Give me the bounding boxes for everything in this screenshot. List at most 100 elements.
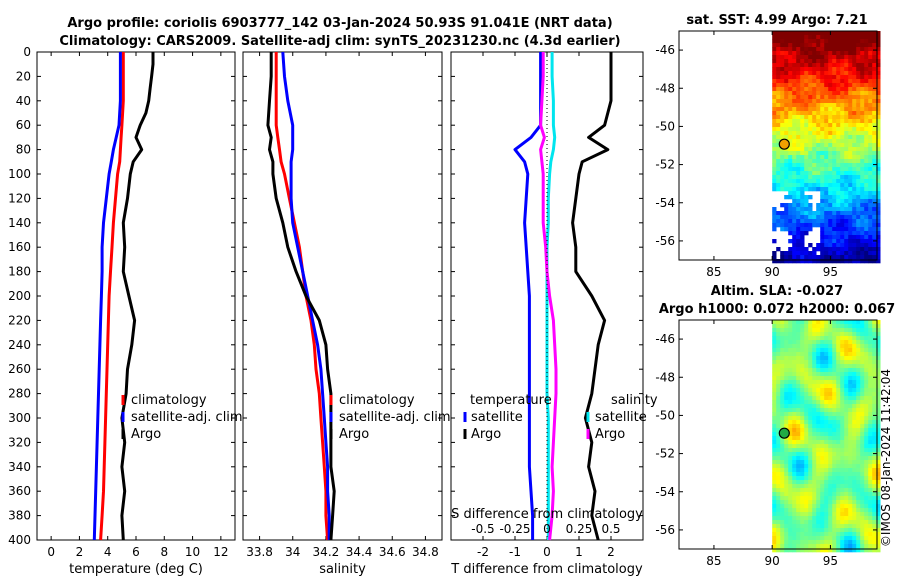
sla_map-cell xyxy=(864,356,869,361)
sst_map-cell xyxy=(876,59,881,64)
sla_map-cell xyxy=(784,512,789,517)
sst_map-cell xyxy=(828,171,833,176)
sla_map-cell xyxy=(796,420,801,425)
sst_map-cell xyxy=(812,139,817,144)
sla_map-cell xyxy=(824,396,829,401)
sla_map-cell xyxy=(868,388,873,393)
sla_map-cell xyxy=(848,400,853,405)
sst_map-cell xyxy=(848,99,853,104)
salinity-series-argo xyxy=(266,52,336,541)
sst_map-cell xyxy=(852,103,857,108)
sst_map-cell xyxy=(800,171,805,176)
sst_map-cell xyxy=(856,195,861,200)
sla_map-cell xyxy=(832,336,837,341)
sla_map-cell xyxy=(808,428,813,433)
sla_map-cell xyxy=(856,488,861,493)
sst_map-cell xyxy=(808,243,813,248)
sla_map-cell xyxy=(800,340,805,345)
sst_map-cell xyxy=(816,67,821,72)
sst_map-cell xyxy=(788,203,793,208)
sla_map-cell xyxy=(788,492,793,497)
sst_map-cell xyxy=(820,239,825,244)
sla_map-cell xyxy=(832,504,837,509)
sla_map-cell xyxy=(836,412,841,417)
sla_map-cell xyxy=(872,344,877,349)
sst_map-cell xyxy=(844,123,849,128)
sst_map-cell xyxy=(800,43,805,48)
sst_map-cell xyxy=(820,171,825,176)
sst_map-cell xyxy=(872,211,877,216)
sla_map-cell xyxy=(812,320,817,325)
sst_map-cell xyxy=(808,219,813,224)
sst_map-cell xyxy=(772,47,777,52)
sla_map-cell xyxy=(836,520,841,525)
sst_map-cell xyxy=(780,203,785,208)
sst_map-cell xyxy=(804,95,809,100)
sst_map-cell xyxy=(864,143,869,148)
sla_map-cell xyxy=(792,476,797,481)
sla_map-cell xyxy=(792,520,797,525)
sla_map-cell xyxy=(824,532,829,537)
sla_map-cell xyxy=(868,332,873,337)
sst_map-cell xyxy=(864,255,869,260)
sla_map-cell xyxy=(844,376,849,381)
sst_map-cell xyxy=(808,159,813,164)
sla_map-cell xyxy=(800,420,805,425)
temperature-ytick-label: 60 xyxy=(16,118,31,132)
sst_map-cell xyxy=(840,163,845,168)
sla_map-cell xyxy=(772,364,777,369)
sla_map-cell xyxy=(804,328,809,333)
sla_map-cell xyxy=(840,520,845,525)
sst_map-cell xyxy=(856,39,861,44)
sla_map-cell xyxy=(816,436,821,441)
sst_map-cell xyxy=(824,159,829,164)
sst_map-cell xyxy=(860,207,865,212)
sla_map-cell xyxy=(784,488,789,493)
sst_map-cell xyxy=(808,163,813,168)
sst_map-cell xyxy=(776,259,781,264)
sla_map-cell xyxy=(876,544,881,549)
sla_map-cell xyxy=(832,432,837,437)
sla_map-cell xyxy=(812,528,817,533)
sst_map-cell xyxy=(788,255,793,260)
sst_map-cell xyxy=(856,147,861,152)
sla_map-cell xyxy=(812,456,817,461)
sla_map-cell xyxy=(776,368,781,373)
sst_map-cell xyxy=(864,171,869,176)
sla_map-cell xyxy=(876,548,881,553)
sla_map-cell xyxy=(796,536,801,541)
sst_map-cell xyxy=(772,111,777,116)
sst_map-cell xyxy=(876,211,881,216)
sla_map-cell xyxy=(860,452,865,457)
sla_map-cell xyxy=(820,432,825,437)
sst_map-cell xyxy=(812,131,817,136)
sst_map-cell xyxy=(828,123,833,128)
sla_map-cell xyxy=(816,368,821,373)
sst_map-cell xyxy=(800,139,805,144)
sst_map-cell xyxy=(856,75,861,80)
sst_map-cell xyxy=(824,39,829,44)
sst_map-cell xyxy=(832,231,837,236)
sla_map-cell xyxy=(808,384,813,389)
sla_map-cell xyxy=(800,452,805,457)
sla_map-cell xyxy=(784,384,789,389)
temperature-ytick-label: 220 xyxy=(8,313,31,327)
sla_map-cell xyxy=(792,508,797,513)
sst_map-cell xyxy=(784,75,789,80)
sla_map-cell xyxy=(784,416,789,421)
sla_map-cell xyxy=(804,412,809,417)
sla_map-cell xyxy=(796,324,801,329)
sst_map-cell xyxy=(860,91,865,96)
sla_map-cell xyxy=(796,464,801,469)
sla_map-cell xyxy=(876,420,881,425)
sla_map-cell xyxy=(852,376,857,381)
sst_map-cell xyxy=(852,63,857,68)
sst_map-cell xyxy=(808,35,813,40)
sla_map-ytick-label: -52 xyxy=(655,447,675,461)
sst_map-cell xyxy=(816,247,821,252)
sst_map-cell xyxy=(852,67,857,72)
sla_map-cell xyxy=(780,484,785,489)
sst_map-cell xyxy=(784,107,789,112)
sla_map-cell xyxy=(848,492,853,497)
sst_map-cell xyxy=(832,167,837,172)
